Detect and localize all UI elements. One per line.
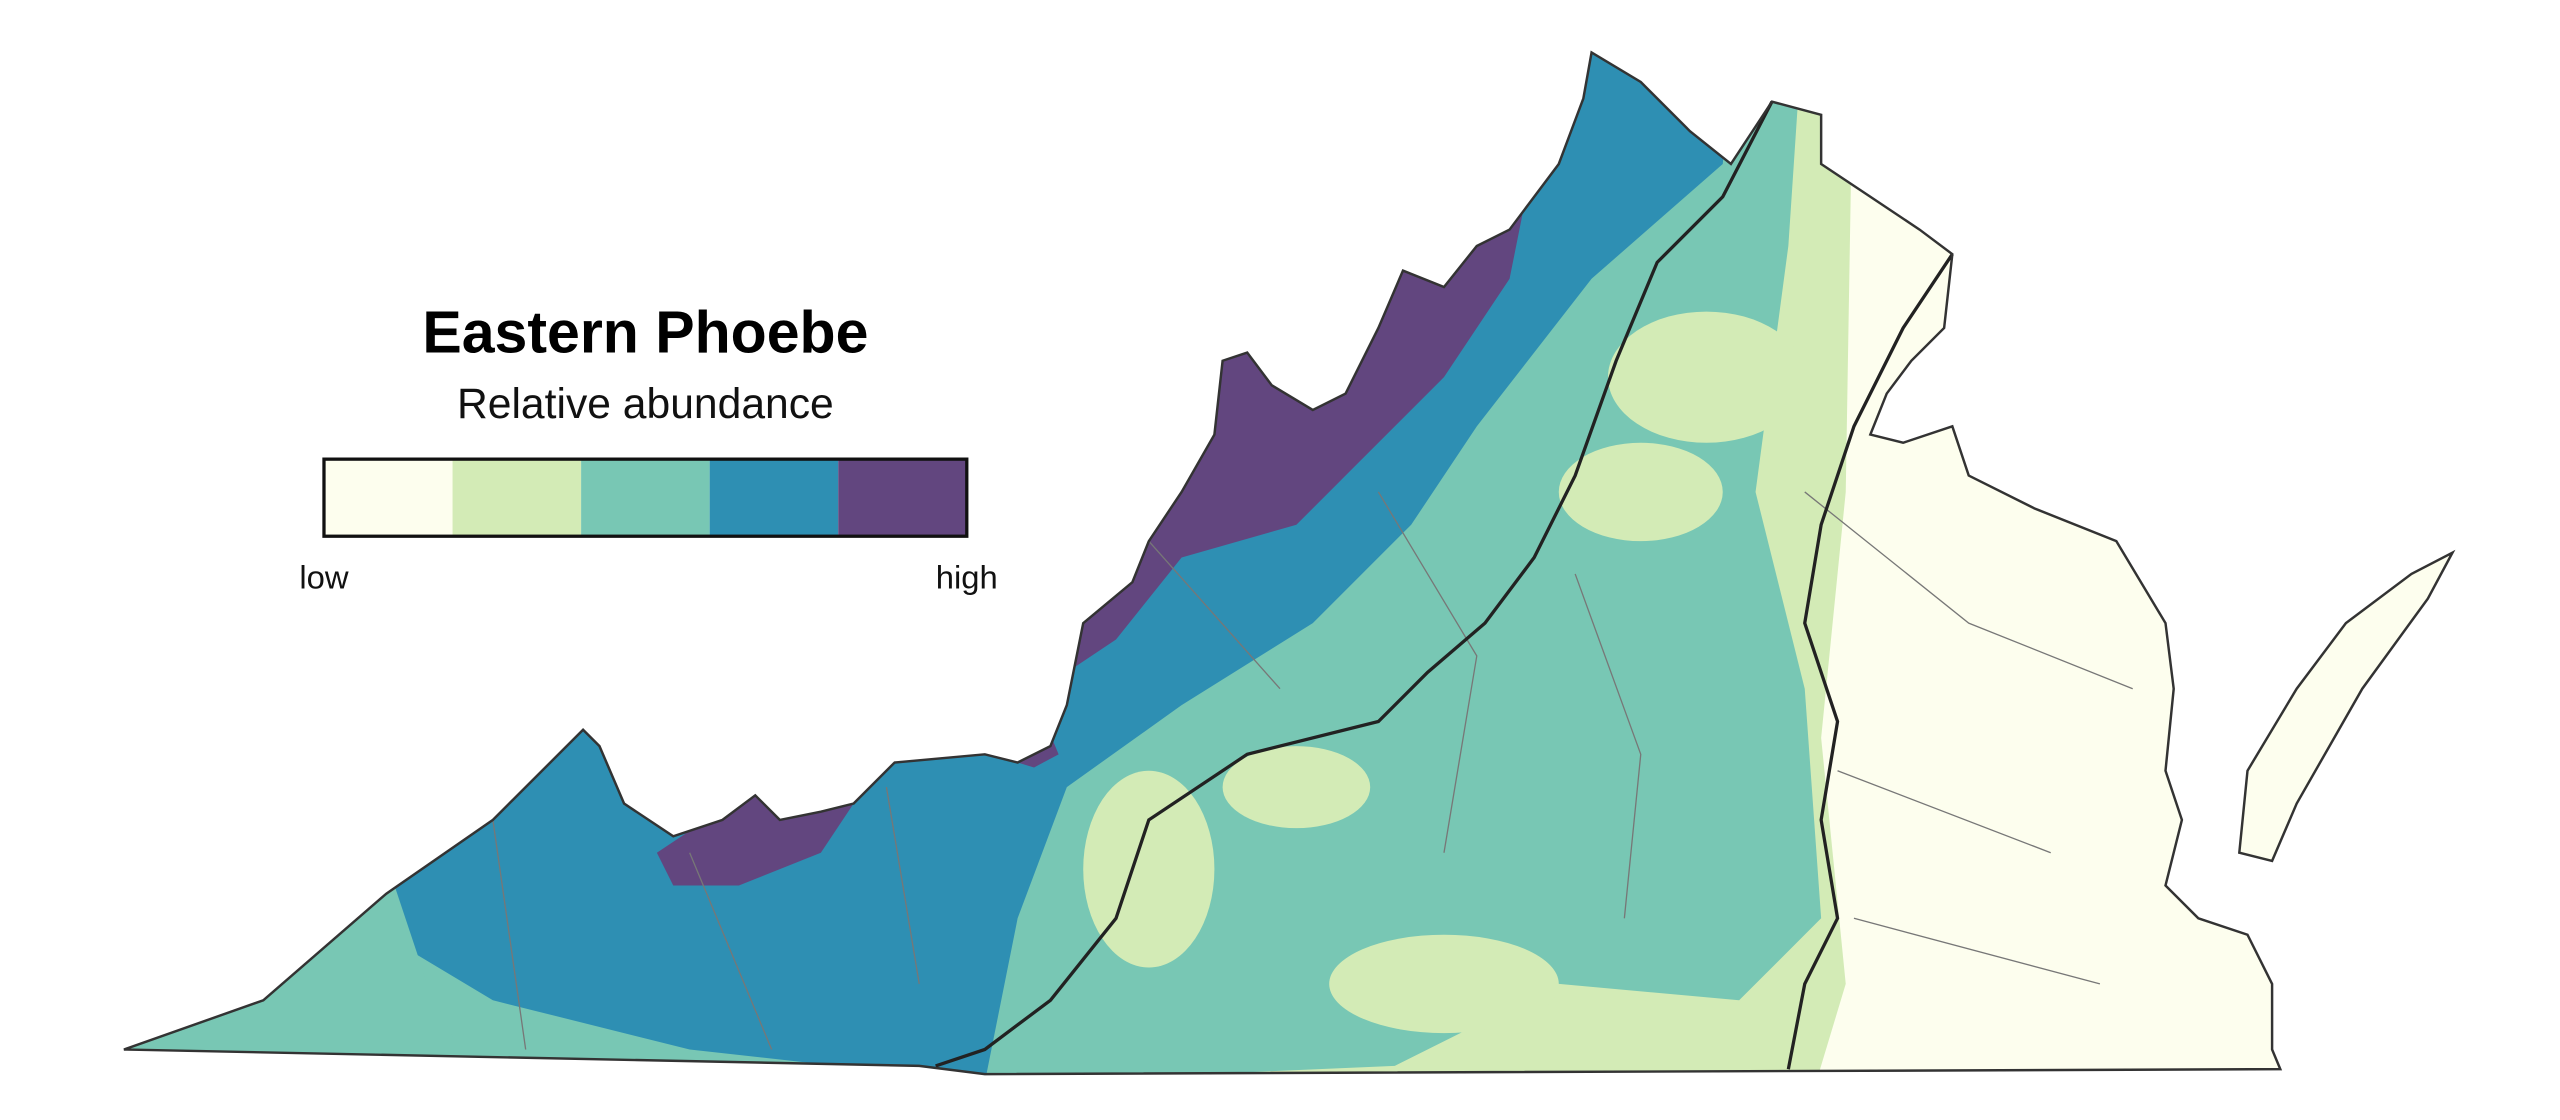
zone-2 [1607, 311, 1805, 443]
zone-2 [1222, 746, 1371, 829]
zone-2 [1083, 770, 1215, 968]
legend-swatch [323, 459, 453, 537]
region-boundary [1786, 253, 1954, 1070]
zone-2 [1329, 934, 1559, 1034]
legend-swatch [709, 459, 839, 537]
zone-2 [1558, 442, 1723, 542]
legend [322, 457, 969, 538]
legend-swatch [581, 459, 710, 537]
legend-frame [322, 457, 969, 538]
legend-high-label: high [936, 559, 998, 596]
county-lines [492, 491, 2133, 1050]
legend-low-label: low [299, 559, 349, 596]
region-boundary [935, 100, 1774, 1068]
legend-swatch [838, 459, 967, 537]
map-subtitle: Relative abundance [457, 380, 834, 428]
legend-swatch [452, 459, 582, 537]
eastern-shore [2237, 549, 2456, 863]
zone-5 [1050, 196, 1526, 673]
map-title: Eastern Phoebe [422, 300, 868, 366]
county-line [492, 491, 2133, 1050]
